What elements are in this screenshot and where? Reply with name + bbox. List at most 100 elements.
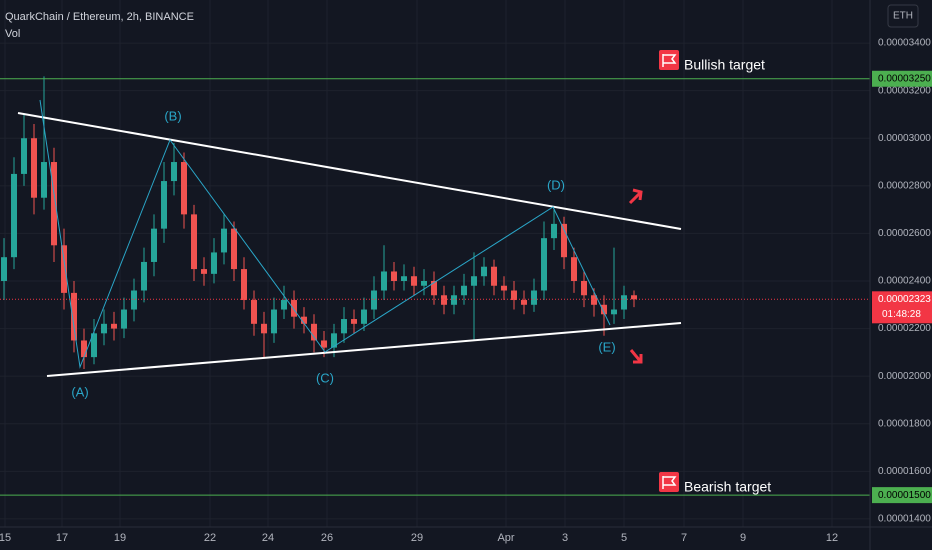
target-price-label: 0.00001500 [878,490,931,501]
x-tick-label: 3 [562,532,568,544]
y-tick-label: 0.00001800 [878,418,931,429]
candle-body [21,138,27,174]
x-tick-label: 17 [56,532,68,544]
candle-body [431,280,437,296]
candle-body [311,323,317,341]
flag-icon [659,50,679,70]
candle-body [61,245,67,293]
candle-body [91,333,97,358]
x-tick-label: 12 [826,532,838,544]
y-tick-label: 0.00002000 [878,371,931,382]
y-tick-label: 0.00001600 [878,466,931,477]
candle-body [51,162,57,246]
candle-body [251,300,257,324]
candle-body [121,309,127,329]
candle-body [551,223,557,239]
candle-body [11,173,17,258]
candle-body [261,323,267,334]
candle-body [81,340,87,358]
candle-body [151,228,157,262]
candle-body [331,333,337,348]
candle-body [301,316,307,324]
y-tick-label: 0.00003200 [878,85,931,96]
chart-title: QuarkChain / Ethereum, 2h, BINANCE [5,11,194,23]
y-tick-label: 0.00002200 [878,323,931,334]
candle-body [591,295,597,305]
candle-body [71,292,77,341]
candle-body [461,285,467,296]
x-tick-label: 24 [262,532,274,544]
x-tick-label: 5 [621,532,627,544]
candle-body [491,266,497,286]
candle-body [221,228,227,253]
x-tick-label: Apr [497,532,514,544]
axes: 0.00003400 0.00003200 0.00003000 0.00002800… [0,38,932,544]
candle-body [441,295,447,305]
candle-body [1,257,7,281]
candle-body [231,228,237,270]
candle-body [201,269,207,274]
flag-icon [659,472,679,492]
candle-body [161,181,167,229]
wave-lines [39,99,611,369]
candle-body [381,271,387,291]
candle-body [321,340,327,348]
candle-body [351,319,357,324]
candle-body [271,309,277,334]
candle-body [631,295,637,300]
candles [1,76,637,370]
drawings: Bullish target Bearish target (A) (B) (C) (D)… [0,50,870,496]
x-tick-label: 29 [411,532,423,544]
candle-body [571,257,577,281]
candle-body [411,276,417,286]
candle-body [41,162,47,198]
candle-body [601,304,607,315]
candle-body [401,276,407,281]
wave-label: (A) [71,384,88,399]
candle-body [481,266,487,277]
y-tick-label: 0.00001400 [878,514,931,525]
candle-body [31,138,37,198]
arrow-up [628,188,643,205]
candle-body [141,261,147,291]
target-name: Bearish target [684,479,771,495]
arrow-down [629,349,643,364]
indicator-label: Vol [5,28,20,40]
x-tick-label: 26 [321,532,333,544]
last-price-label: 0.00002323 [878,294,931,305]
candle-body [421,280,427,286]
candle-body [521,300,527,305]
candle-body [511,290,517,301]
candle-body [471,276,477,286]
target-price-box [872,70,932,87]
y-tick-label: 0.00002400 [878,276,931,287]
currency-label[interactable]: ETH [893,11,913,22]
y-tick-label: 0.00002800 [878,180,931,191]
x-tick-label: 19 [114,532,126,544]
wave-label: (B) [164,108,181,123]
wave-label: (D) [547,177,565,192]
currency-button[interactable] [887,4,919,28]
x-tick-label: 9 [740,532,746,544]
candle-body [371,290,377,310]
candle-body [211,252,217,274]
countdown-label: 01:48:28 [882,309,921,320]
candle-body [561,223,567,258]
candle-body [341,319,347,334]
candle-body [281,300,287,310]
candle-body [291,300,297,317]
last-price-box [872,291,932,324]
candle-body [391,271,397,281]
candle-body [171,162,177,182]
candle-body [451,295,457,305]
candle-body [621,295,627,310]
candle-body [191,214,197,270]
candle-body [501,285,507,291]
target-name: Bullish target [684,57,765,73]
y-tick-label: 0.00002600 [878,228,931,239]
x-tick-label: 15 [0,532,11,544]
candle-body [581,280,587,296]
y-tick-label: 0.00003400 [878,38,931,49]
